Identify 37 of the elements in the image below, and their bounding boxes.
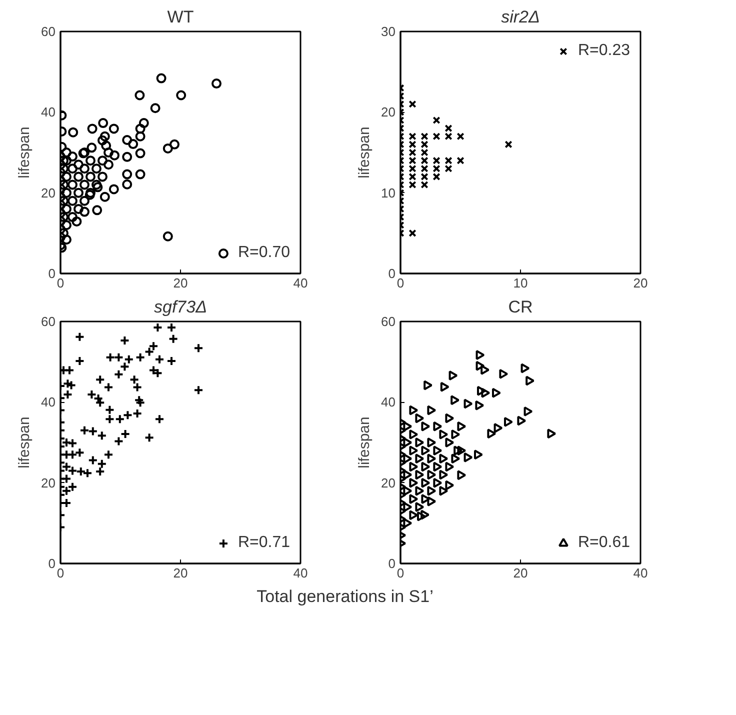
x-tick-label: 40 bbox=[633, 566, 648, 580]
chart-title: sir2Δ bbox=[501, 8, 540, 26]
chart-title: CR bbox=[508, 298, 533, 316]
chart-title: sgf73Δ bbox=[154, 298, 208, 316]
y-tick-label: 60 bbox=[41, 24, 56, 39]
y-tick-label: 30 bbox=[381, 24, 396, 39]
y-axis-title: lifespan bbox=[16, 126, 34, 178]
x-tick-label: 40 bbox=[293, 566, 308, 580]
y-tick-label: 60 bbox=[41, 314, 56, 329]
legend-label: R=0.71 bbox=[238, 534, 290, 552]
y-tick-label: 0 bbox=[388, 556, 396, 571]
y-axis-title: lifespan bbox=[16, 416, 34, 468]
x-tick-label: 20 bbox=[513, 566, 528, 580]
x-tick-label: 20 bbox=[173, 276, 188, 290]
y-tick-label: 0 bbox=[388, 266, 396, 281]
y-tick-label: 60 bbox=[381, 314, 396, 329]
y-axis-title: lifespan bbox=[356, 416, 374, 468]
y-tick-label: 0 bbox=[48, 556, 56, 571]
y-tick-label: 20 bbox=[41, 475, 56, 490]
y-tick-label: 40 bbox=[41, 104, 56, 120]
y-tick-label: 40 bbox=[381, 394, 396, 410]
legend-label: R=0.61 bbox=[578, 534, 630, 552]
y-tick-label: 20 bbox=[41, 185, 56, 200]
legend-label: R=0.70 bbox=[238, 244, 290, 262]
x-tick-label: 10 bbox=[513, 276, 528, 290]
x-tick-label: 20 bbox=[633, 276, 648, 290]
y-tick-label: 20 bbox=[381, 475, 396, 490]
x-tick-label: 20 bbox=[173, 566, 188, 580]
y-tick-label: 0 bbox=[48, 266, 56, 281]
x-axis-title: Total generations in S1’ bbox=[256, 586, 434, 608]
y-tick-label: 20 bbox=[381, 104, 396, 120]
y-tick-label: 40 bbox=[41, 394, 56, 410]
y-axis-title: lifespan bbox=[356, 126, 374, 178]
legend-label: R=0.23 bbox=[578, 42, 630, 60]
chart-title: WT bbox=[167, 8, 194, 26]
x-tick-label: 40 bbox=[293, 276, 308, 290]
y-tick-label: 10 bbox=[381, 185, 396, 200]
